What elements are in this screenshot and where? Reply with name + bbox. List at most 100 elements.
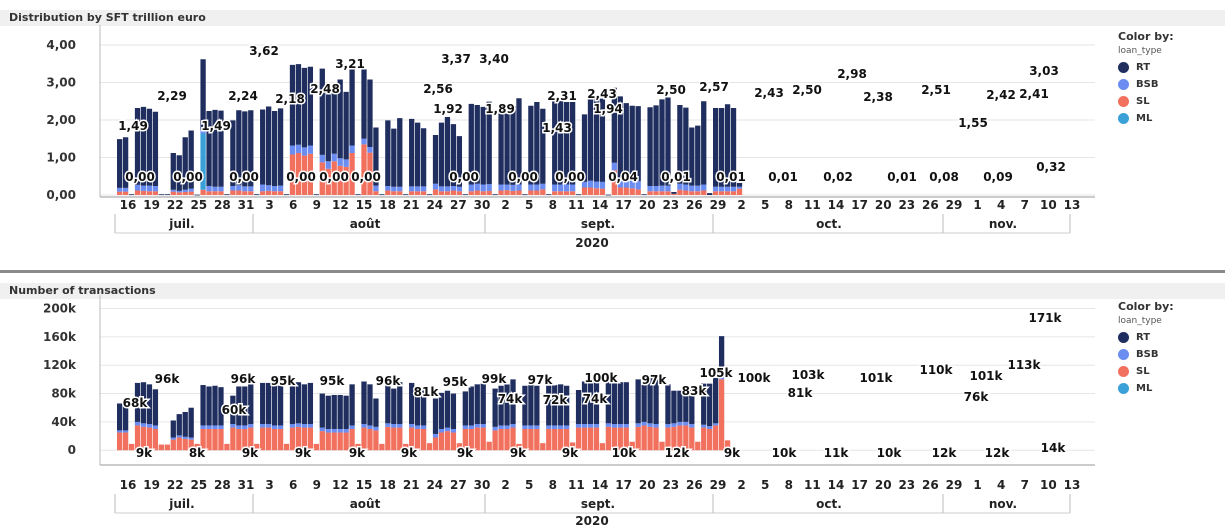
bar-segment-rt[interactable] (528, 105, 534, 185)
bar-segment-rt[interactable] (200, 59, 206, 130)
bar-segment-bsb[interactable] (683, 184, 689, 191)
bar-segment-rt[interactable] (730, 108, 737, 187)
bar-segment-rt[interactable] (415, 389, 421, 426)
bar-segment-sl[interactable] (361, 144, 367, 195)
bar-segment-bsb[interactable] (653, 424, 659, 428)
bar-segment-rt[interactable] (349, 69, 355, 146)
bar-segment-rt[interactable] (128, 194, 135, 196)
bar-segment-rt[interactable] (146, 384, 153, 425)
bar-segment-bsb[interactable] (331, 153, 337, 162)
bar-segment-rt[interactable] (397, 382, 403, 425)
bar-segment-rt[interactable] (635, 379, 641, 424)
bar-segment-rt[interactable] (301, 384, 308, 425)
bar-segment-rt[interactable] (695, 125, 701, 186)
bar-segment-rt[interactable] (420, 387, 427, 426)
bar-segment-sl[interactable] (182, 438, 188, 451)
bar-segment-bsb[interactable] (671, 423, 677, 427)
bar-segment-rt[interactable] (176, 155, 182, 191)
bar-segment-rt[interactable] (230, 120, 236, 186)
bar-segment-bsb[interactable] (242, 425, 248, 429)
bar-segment-sl[interactable] (504, 428, 510, 451)
bar-segment-rt[interactable] (289, 383, 296, 425)
bar-segment-sl[interactable] (516, 190, 522, 196)
bar-segment-rt[interactable] (474, 384, 480, 425)
bar-segment-rt[interactable] (558, 100, 564, 185)
bar-segment-bsb[interactable] (611, 424, 617, 428)
bar-segment-bsb[interactable] (289, 424, 296, 428)
bar-segment-bsb[interactable] (558, 425, 564, 429)
bar-segment-rt[interactable] (271, 111, 278, 186)
bar-segment-rt[interactable] (409, 118, 415, 187)
bar-segment-sl[interactable] (593, 188, 600, 195)
bar-segment-bsb[interactable] (528, 184, 534, 191)
bar-segment-bsb[interactable] (605, 423, 612, 427)
bar-segment-rt[interactable] (319, 68, 325, 155)
bar-segment-bsb[interactable] (593, 424, 600, 428)
bar-segment-sl[interactable] (176, 437, 182, 451)
bar-segment-rt[interactable] (432, 135, 439, 184)
bar-segment-sl[interactable] (242, 191, 248, 195)
bar-segment-rt[interactable] (307, 66, 314, 146)
bar-segment-sl[interactable] (337, 432, 343, 451)
bar-segment-sl[interactable] (617, 427, 623, 451)
bar-segment-sl[interactable] (718, 379, 725, 451)
bar-segment-sl[interactable] (415, 191, 421, 195)
bar-segment-rt[interactable] (713, 377, 719, 424)
bar-segment-sl[interactable] (492, 430, 498, 451)
bar-segment-bsb[interactable] (701, 184, 707, 191)
bar-segment-bsb[interactable] (391, 186, 397, 192)
bar-segment-bsb[interactable] (432, 183, 439, 190)
bar-segment-rt[interactable] (295, 382, 302, 424)
bar-segment-rt[interactable] (677, 390, 683, 422)
bar-segment-bsb[interactable] (647, 186, 653, 192)
bar-segment-rt[interactable] (337, 394, 343, 429)
bar-segment-bsb[interactable] (230, 186, 236, 191)
bar-segment-rt[interactable] (260, 382, 266, 425)
bar-segment-rt[interactable] (462, 391, 468, 426)
bar-segment-rt[interactable] (343, 395, 349, 429)
bar-segment-bsb[interactable] (260, 184, 266, 192)
bar-segment-bsb[interactable] (212, 425, 218, 429)
bar-segment-bsb[interactable] (683, 421, 689, 426)
bar-segment-rt[interactable] (331, 394, 337, 429)
bar-segment-rt[interactable] (277, 385, 284, 426)
bar-segment-rt[interactable] (313, 194, 319, 196)
bar-segment-sl[interactable] (301, 155, 308, 195)
bar-segment-bsb[interactable] (587, 424, 594, 428)
bar-segment-bsb[interactable] (325, 161, 331, 169)
bar-segment-bsb[interactable] (188, 188, 194, 192)
bar-segment-sl[interactable] (319, 431, 325, 451)
bar-segment-sl[interactable] (134, 425, 141, 451)
bar-segment-bsb[interactable] (534, 184, 540, 191)
bar-segment-rt[interactable] (480, 383, 486, 425)
bar-segment-rt[interactable] (146, 108, 153, 186)
bar-segment-sl[interactable] (683, 190, 689, 196)
bar-segment-sl[interactable] (188, 439, 194, 451)
bar-segment-bsb[interactable] (182, 189, 188, 192)
bar-segment-sl[interactable] (301, 427, 308, 451)
bar-segment-bsb[interactable] (397, 424, 403, 428)
bar-segment-sl[interactable] (629, 188, 635, 195)
bar-segment-rt[interactable] (170, 420, 176, 438)
bar-segment-rt[interactable] (498, 385, 504, 426)
bar-segment-sl[interactable] (403, 443, 409, 451)
bar-segment-sl[interactable] (593, 427, 600, 451)
bar-segment-bsb[interactable] (307, 424, 314, 428)
bar-segment-sl[interactable] (331, 161, 337, 195)
bar-segment-rt[interactable] (683, 389, 689, 422)
bar-segment-rt[interactable] (206, 386, 212, 426)
bar-segment-sl[interactable] (486, 190, 492, 195)
bar-segment-rt[interactable] (134, 108, 141, 185)
bar-segment-sl[interactable] (367, 152, 373, 195)
bar-segment-rt[interactable] (546, 194, 552, 196)
bar-segment-bsb[interactable] (271, 186, 278, 192)
bar-segment-bsb[interactable] (516, 184, 522, 191)
bar-segment-sl[interactable] (295, 426, 302, 451)
bar-segment-rt[interactable] (373, 398, 379, 427)
bar-segment-sl[interactable] (677, 425, 683, 451)
bar-segment-sl[interactable] (409, 191, 415, 195)
bar-segment-bsb[interactable] (462, 425, 468, 429)
bar-segment-rt[interactable] (403, 194, 409, 196)
bar-segment-bsb[interactable] (558, 184, 564, 192)
bar-segment-rt[interactable] (468, 386, 474, 426)
